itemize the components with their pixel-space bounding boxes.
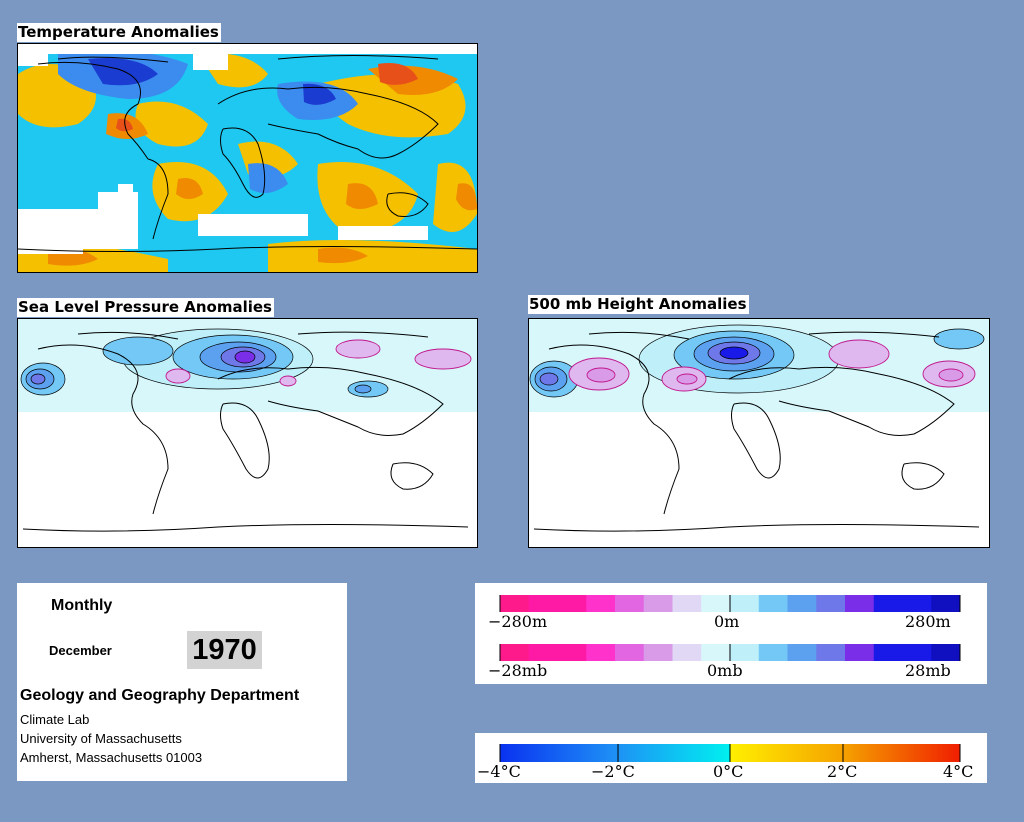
lab-name: Climate Lab xyxy=(20,712,90,727)
height-legend-swatch xyxy=(787,595,817,612)
pressure-legend-swatch xyxy=(528,644,558,661)
pressure-legend-swatch xyxy=(730,644,760,661)
height-legend-swatch xyxy=(758,595,788,612)
height-pressure-legend: −280m 0m 280m −28mb 0mb 28mb xyxy=(475,583,987,684)
pressure-legend-swatch xyxy=(902,644,932,661)
temperature-anomalies-title: Temperature Anomalies xyxy=(17,23,221,42)
pressure-legend-swatch xyxy=(845,644,875,661)
address: Amherst, Massachusetts 01003 xyxy=(20,750,203,765)
temperature-anomaly-map xyxy=(17,43,478,273)
pressure-legend-swatch xyxy=(586,644,616,661)
department-name: Geology and Geography Department xyxy=(20,687,300,704)
sea-level-pressure-map xyxy=(17,318,478,548)
pressure-legend-swatch xyxy=(931,644,961,661)
month-label: December xyxy=(49,643,112,658)
temperature-label-2: 2°C xyxy=(827,762,858,781)
period-label: Monthly xyxy=(51,597,113,614)
pressure-legend-swatch xyxy=(643,644,673,661)
pressure-legend-swatch xyxy=(701,644,731,661)
500mb-height-map xyxy=(528,318,990,548)
temperature-label-minus2: −2°C xyxy=(591,762,635,781)
temperature-label-minus4: −4°C xyxy=(477,762,521,781)
height-legend-swatch xyxy=(586,595,616,612)
height-legend-swatch xyxy=(672,595,702,612)
height-legend-swatch xyxy=(816,595,846,612)
height-legend-swatch xyxy=(845,595,875,612)
height-legend-swatch xyxy=(730,595,760,612)
height-legend-swatch xyxy=(557,595,587,612)
pressure-legend-swatch xyxy=(787,644,817,661)
pressure-legend-swatch xyxy=(873,644,903,661)
height-legend-swatch xyxy=(643,595,673,612)
pressure-legend-swatch xyxy=(557,644,587,661)
height-zero-label: 0m xyxy=(714,612,740,631)
height-legend-swatch xyxy=(528,595,558,612)
info-box: Monthly December 1970 Geology and Geogra… xyxy=(17,583,347,781)
temperature-color-bar xyxy=(499,744,961,762)
height-legend-swatch xyxy=(701,595,731,612)
pressure-legend-swatch xyxy=(615,644,645,661)
pressure-zero-label: 0mb xyxy=(707,661,743,680)
year-display: 1970 xyxy=(187,631,262,669)
height-min-label: −280m xyxy=(488,612,548,631)
500mb-height-title: 500 mb Height Anomalies xyxy=(528,295,749,314)
sea-level-pressure-title: Sea Level Pressure Anomalies xyxy=(17,298,274,317)
pressure-legend-swatch xyxy=(672,644,702,661)
height-legend-swatch xyxy=(931,595,961,612)
pressure-max-label: 28mb xyxy=(905,661,951,680)
university-name: University of Massachusetts xyxy=(20,731,182,746)
temperature-label-0: 0°C xyxy=(713,762,744,781)
pressure-legend-swatch xyxy=(500,644,530,661)
height-legend-swatch xyxy=(902,595,932,612)
temperature-legend: −4°C −2°C 0°C 2°C 4°C xyxy=(475,733,987,783)
pressure-legend-swatch xyxy=(758,644,788,661)
pressure-min-label: −28mb xyxy=(488,661,548,680)
height-legend-swatch xyxy=(500,595,530,612)
temperature-label-4: 4°C xyxy=(943,762,974,781)
height-legend-swatch xyxy=(873,595,903,612)
pressure-legend-swatch xyxy=(816,644,846,661)
height-max-label: 280m xyxy=(905,612,951,631)
height-legend-swatch xyxy=(615,595,645,612)
height-pressure-color-bars xyxy=(499,595,961,661)
